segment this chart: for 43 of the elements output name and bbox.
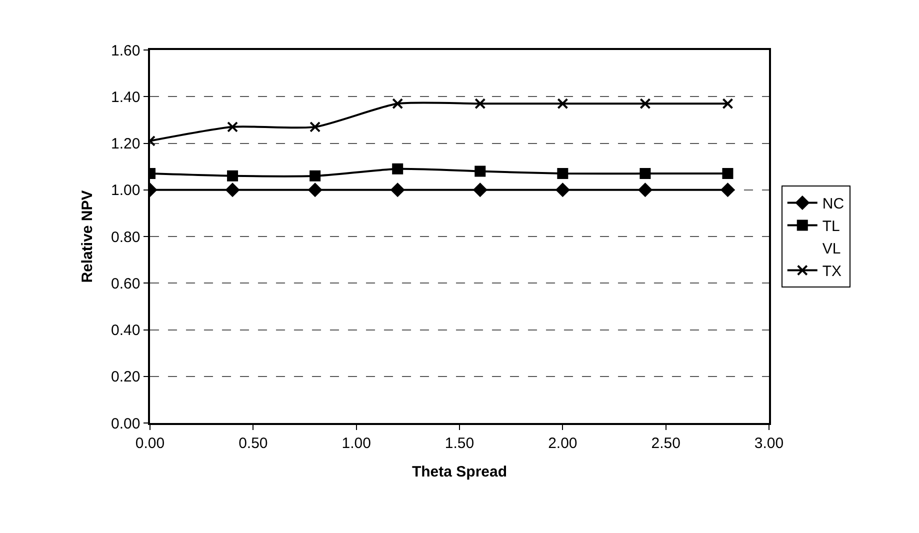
point — [720, 183, 735, 197]
y-tick-label: 0.60 — [111, 275, 140, 292]
point — [227, 170, 238, 182]
y-tick-label: 0.80 — [111, 228, 140, 246]
point — [638, 183, 652, 197]
y-tick-label: 0.40 — [111, 322, 140, 339]
point — [474, 166, 486, 177]
x-tick-label: 3.00 — [754, 434, 784, 452]
point — [227, 121, 238, 132]
point — [310, 121, 321, 132]
point — [310, 170, 321, 182]
text: VL — [822, 240, 841, 258]
point — [722, 98, 734, 110]
x-axis-title: Theta Spread — [412, 463, 508, 480]
legend-label: TX — [822, 263, 842, 280]
point — [640, 98, 651, 110]
y-tick-label: 0.20 — [111, 368, 140, 386]
x-tick-label: 1.50 — [444, 434, 474, 452]
y-tick-label: 0.00 — [111, 415, 140, 432]
x-tick-label: 2.00 — [548, 434, 578, 452]
point — [557, 168, 568, 180]
y-tick-label: 1.20 — [111, 136, 140, 152]
point — [557, 98, 568, 110]
point — [473, 183, 487, 197]
legend-label: NC — [822, 196, 844, 213]
y-tick-label: 1.40 — [111, 88, 140, 106]
point — [556, 183, 570, 197]
legend-label: TL — [822, 218, 840, 236]
point — [392, 163, 404, 174]
point — [722, 168, 734, 180]
point — [640, 168, 651, 180]
y-axis-title: Relative NPV — [78, 190, 96, 283]
y-tick-label: 1.60 — [111, 42, 140, 60]
y-tick-label: 1.00 — [111, 182, 140, 200]
x-tick-label: 1.00 — [342, 434, 371, 452]
x-tick-label: 0.00 — [135, 434, 165, 452]
x-tick-label: 0.50 — [238, 434, 268, 452]
x-tick-label: 2.50 — [651, 434, 680, 452]
point — [474, 98, 486, 110]
point — [226, 183, 240, 197]
point — [392, 98, 404, 110]
point — [308, 183, 322, 197]
point — [390, 183, 404, 197]
